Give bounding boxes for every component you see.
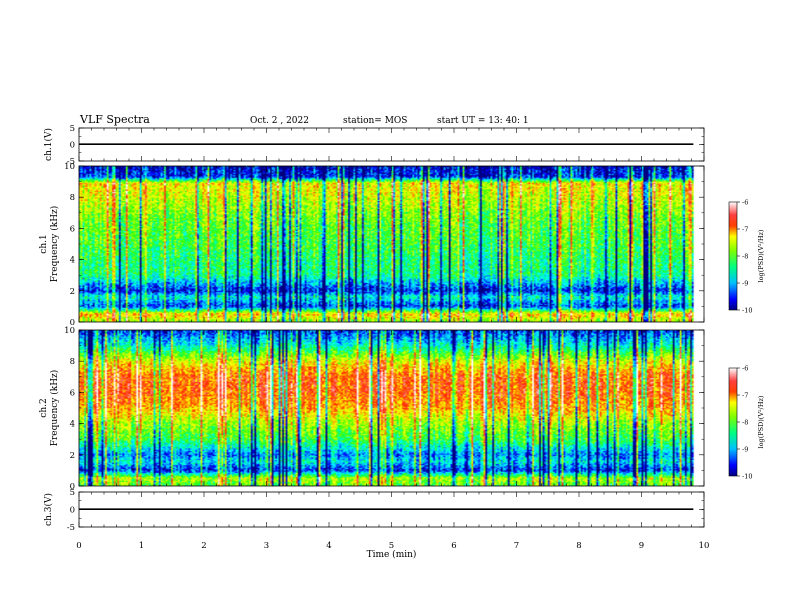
x-tick-label: 7 bbox=[514, 541, 519, 551]
ch2-colorbar-tick-label: -8 bbox=[742, 419, 748, 427]
ch1-spectrogram-ytick-label: 4 bbox=[70, 256, 75, 266]
start-time-label: start UT = 13: 40: 1 bbox=[437, 116, 529, 126]
ch2-spectrogram-ytick-label: 4 bbox=[70, 420, 75, 430]
date-label: Oct. 2 , 2022 bbox=[250, 116, 309, 126]
ch1-waveform-ylabel: ch.1(V) bbox=[43, 128, 54, 161]
ch1-waveform-ytick-label: 0 bbox=[70, 141, 75, 151]
x-tick-label: 10 bbox=[699, 541, 710, 551]
ch1-colorbar-tick-label: -7 bbox=[742, 226, 748, 234]
ch3-waveform-ytick-label: -5 bbox=[67, 523, 75, 533]
ch2-spectrogram-ytick-label: 0 bbox=[70, 482, 75, 492]
ch1-spectrogram-ylabel: ch.1 bbox=[39, 234, 49, 253]
ch1-waveform-ytick-label: -5 bbox=[67, 157, 75, 167]
ch2-colorbar-tick-label: -7 bbox=[742, 392, 748, 400]
ch2-colorbar: -6 -7 -8 -9 -10 log(PSD)(V²/Hz) bbox=[728, 365, 765, 481]
colorbar-gradient bbox=[728, 367, 738, 477]
x-axis-label: Time (min) bbox=[367, 549, 417, 560]
ch1-colorbar-tick-label: -9 bbox=[742, 280, 748, 288]
ch2-spectrogram-ytick-label: 10 bbox=[64, 326, 75, 336]
chart-title: VLF Spectra bbox=[79, 113, 150, 126]
ch1-colorbar-label: log(PSD)(V²/Hz) bbox=[757, 229, 765, 282]
ch3-waveform-ytick-label: 0 bbox=[70, 506, 75, 516]
x-tick-label: 5 bbox=[389, 541, 394, 551]
x-tick-label: 9 bbox=[639, 541, 644, 551]
ch1-spectrogram-ytick-label: 10 bbox=[64, 162, 75, 172]
x-tick-label: 0 bbox=[76, 541, 81, 551]
x-tick-label: 6 bbox=[451, 541, 456, 551]
station-label: station= MOS bbox=[343, 116, 407, 126]
ch1-spectrogram-ylabel: Frequency (kHz) bbox=[49, 206, 60, 283]
ch2-spectrogram-image bbox=[79, 330, 704, 486]
ch1-colorbar-tick-label: -6 bbox=[742, 199, 748, 207]
ch2-spectrogram-panel bbox=[79, 330, 704, 486]
ch2-spectrogram-ytick-label: 8 bbox=[70, 357, 75, 367]
ch1-colorbar: -6 -7 -8 -9 -10 log(PSD)(V²/Hz) bbox=[728, 199, 765, 315]
colorbar-gradient bbox=[728, 201, 738, 311]
ch2-colorbar-tick-label: -9 bbox=[742, 446, 748, 454]
x-tick-label: 1 bbox=[139, 541, 144, 551]
x-tick-label: 4 bbox=[326, 541, 331, 551]
ch1-spectrogram-panel bbox=[79, 166, 704, 322]
x-tick-label: 8 bbox=[576, 541, 581, 551]
ch1-spectrogram-image bbox=[79, 166, 704, 322]
ch1-spectrogram-ytick-label: 2 bbox=[70, 287, 75, 297]
ch2-spectrogram-ytick-label: 6 bbox=[70, 388, 75, 398]
ch1-colorbar-tick-label: -10 bbox=[742, 307, 752, 315]
ch1-colorbar-tick-label: -8 bbox=[742, 253, 748, 261]
ch2-colorbar-tick-label: -6 bbox=[742, 365, 748, 373]
ch1-waveform-ytick-label: 5 bbox=[70, 124, 75, 134]
ch2-spectrogram-ytick-label: 2 bbox=[70, 451, 75, 461]
ch2-colorbar-label: log(PSD)(V²/Hz) bbox=[757, 395, 765, 448]
ch1-spectrogram-ytick-label: 0 bbox=[70, 318, 75, 328]
ch3-waveform-ylabel: ch.3(V) bbox=[43, 493, 54, 526]
x-tick-label: 3 bbox=[264, 541, 269, 551]
ch2-spectrogram-ylabel: ch.2 bbox=[39, 398, 49, 417]
ch2-spectrogram-ylabel: Frequency (kHz) bbox=[49, 370, 60, 447]
x-tick-label: 2 bbox=[201, 541, 206, 551]
ch2-colorbar-tick-label: -10 bbox=[742, 473, 752, 481]
ch1-spectrogram-ytick-label: 6 bbox=[70, 224, 75, 234]
ch3-waveform-ytick-label: 5 bbox=[70, 488, 75, 498]
ch1-spectrogram-ytick-label: 8 bbox=[70, 193, 75, 203]
